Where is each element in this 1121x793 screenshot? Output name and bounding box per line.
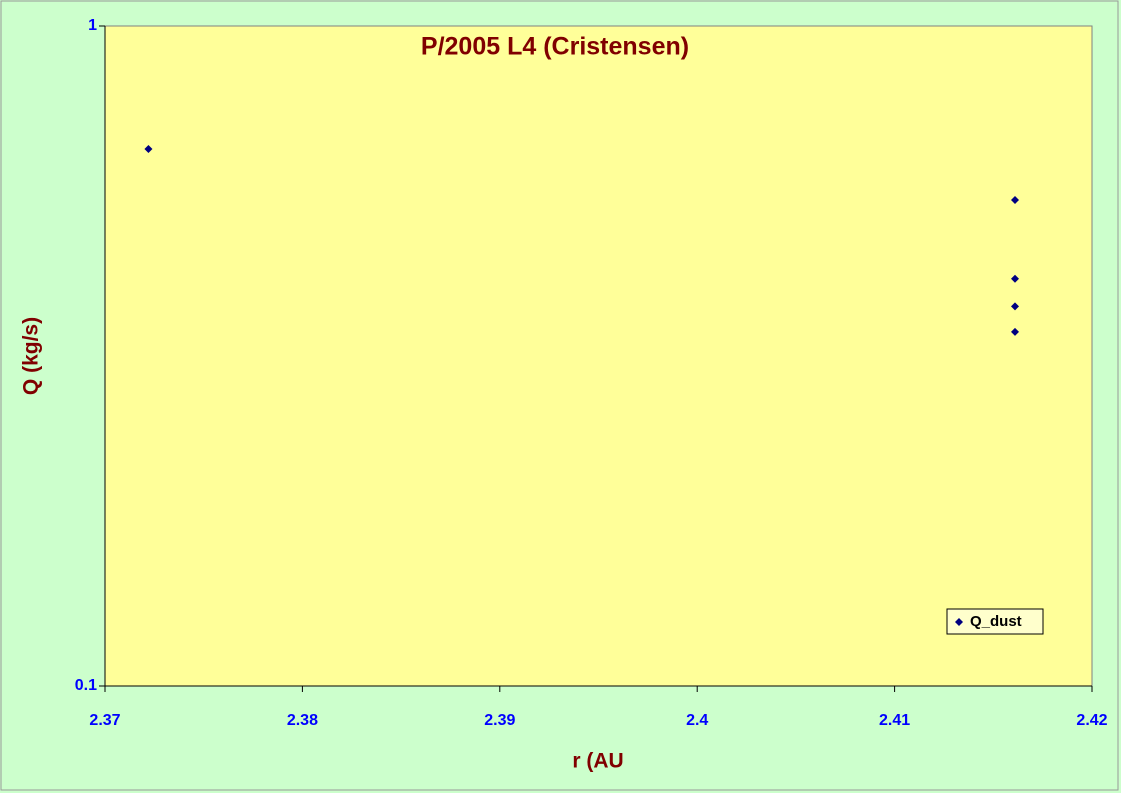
x-tick-label: 2.41	[879, 712, 910, 729]
legend-box	[946, 608, 1044, 635]
plot-area	[104, 25, 1093, 687]
y-tick-label: 0.1	[75, 677, 97, 694]
x-axis-label: r (AU	[572, 750, 623, 773]
data-point	[1011, 274, 1020, 283]
y-tick-label: 1	[88, 17, 97, 34]
legend-label: Q_dust	[970, 613, 1022, 630]
x-tick-label: 2.37	[89, 712, 120, 729]
data-point	[1011, 195, 1020, 204]
legend-marker	[955, 618, 963, 626]
chart-title: P/2005 L4 (Cristensen)	[421, 33, 689, 61]
x-tick-label: 2.38	[287, 712, 318, 729]
data-point	[1011, 302, 1020, 311]
x-tick-label: 2.42	[1076, 712, 1107, 729]
data-point	[1011, 327, 1020, 336]
x-tick-label: 2.39	[484, 712, 515, 729]
y-axis-label: Q (kg/s)	[20, 317, 43, 395]
data-point	[144, 145, 153, 154]
x-tick-label: 2.4	[686, 712, 708, 729]
